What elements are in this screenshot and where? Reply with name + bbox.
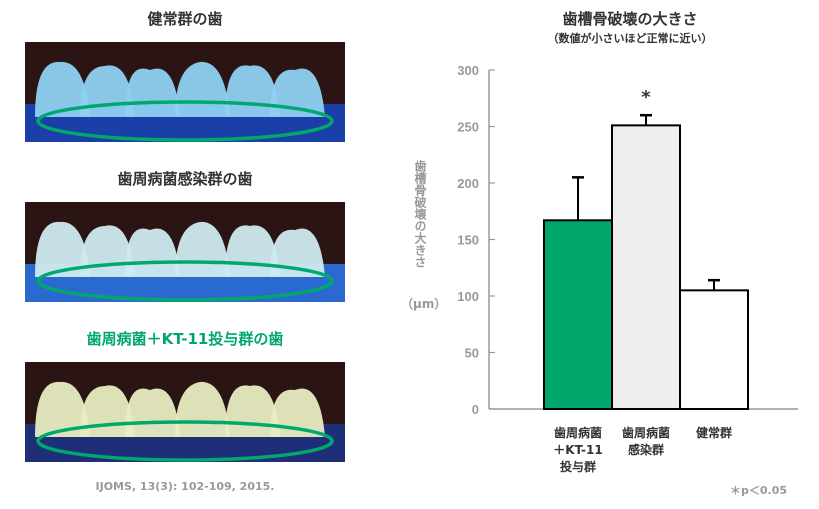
y-tick-label: 50: [465, 346, 479, 361]
photo-title-healthy: 健常群の歯: [147, 10, 223, 28]
significance-mark: *: [641, 87, 651, 108]
bar-chart: 0 50 100 150 200 250 300 *: [457, 63, 798, 417]
y-tick-label: 200: [457, 176, 479, 191]
citation: IJOMS, 13(3): 102-109, 2015.: [95, 480, 275, 493]
photo-title-kt11: 歯周病菌＋KT-11投与群の歯: [86, 330, 284, 348]
y-axis-unit: （μm）: [401, 297, 447, 311]
x-category-label: 歯周病菌 ＋KT-11 投与群: [553, 426, 603, 474]
chart-subtitle: （数値が小さいほど正常に近い）: [547, 32, 713, 45]
y-tick-label: 250: [457, 120, 479, 135]
bar: [611, 124, 681, 411]
bar: [543, 219, 613, 410]
y-tick-label: 150: [457, 233, 479, 248]
y-tick-label: 300: [457, 63, 479, 78]
photo-infected: [25, 202, 345, 302]
photo-kt11: [25, 362, 345, 462]
y-tick-label: 0: [472, 402, 479, 417]
chart-title: 歯槽骨破壊の大きさ: [562, 10, 698, 28]
significance-note: ＊p＜0.05: [730, 484, 788, 497]
photo-title-infected: 歯周病菌感染群の歯: [117, 170, 253, 188]
x-category-label: 歯周病菌 感染群: [621, 426, 670, 457]
y-tick-label: 100: [457, 289, 479, 304]
bar: [679, 289, 749, 411]
y-axis-label: 歯槽骨破壊の大きさ: [413, 160, 427, 268]
photo-healthy: [25, 42, 345, 142]
x-category-label: 健常群: [695, 426, 732, 440]
